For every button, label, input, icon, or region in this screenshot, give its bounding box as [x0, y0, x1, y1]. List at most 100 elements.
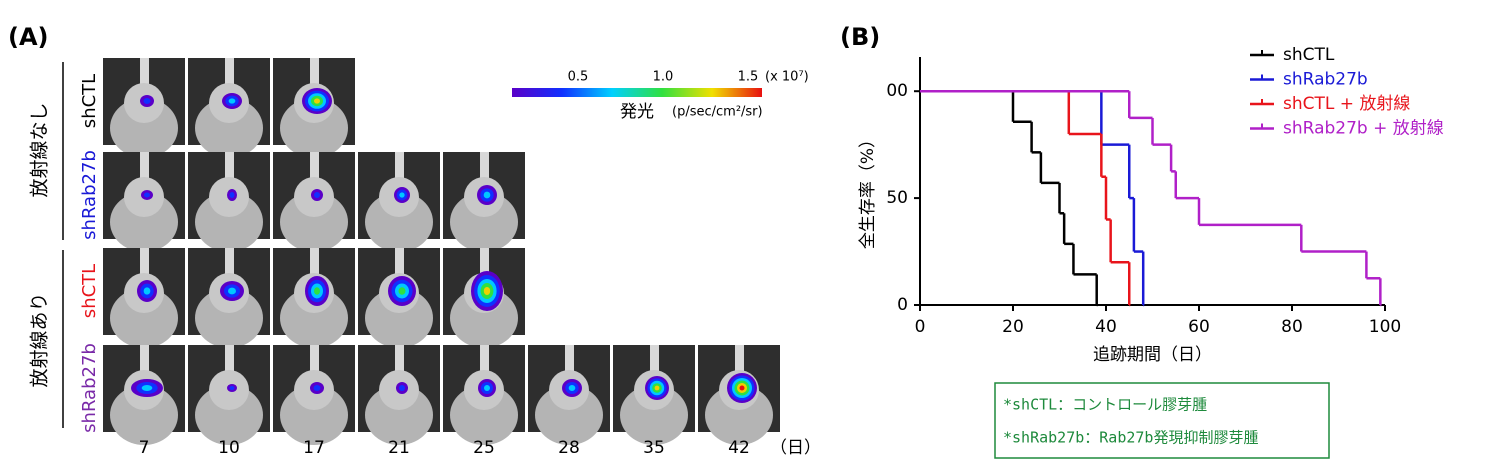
- colorbar-scale: (x 10⁷): [765, 70, 809, 85]
- ear-bar: [310, 248, 319, 276]
- colorbar-tick: 0.5: [568, 70, 589, 85]
- signal: [398, 287, 406, 295]
- signal: [314, 287, 320, 295]
- colorbar: [512, 88, 762, 97]
- ear-bar: [395, 345, 404, 373]
- y-tick-label: 00: [886, 81, 908, 101]
- mouse-image: [358, 248, 440, 348]
- mouse-image: [528, 345, 610, 445]
- signal: [141, 385, 153, 391]
- row-label: shCTL: [79, 74, 100, 128]
- y-tick-label: 0: [897, 295, 908, 315]
- signal: [229, 386, 235, 390]
- ear-bar: [225, 345, 234, 373]
- signal: [313, 385, 321, 391]
- day-label: 7: [139, 438, 150, 458]
- colorbar-title: 発光: [620, 102, 654, 122]
- day-label: 21: [388, 438, 410, 458]
- legend-label: shRab27b + 放射線: [1283, 119, 1444, 139]
- y-tick-label: 50: [886, 188, 908, 208]
- signal: [314, 98, 320, 104]
- mouse-image: [273, 152, 355, 252]
- mouse-image: [443, 152, 525, 252]
- mouse-image: [613, 345, 695, 445]
- signal: [143, 98, 151, 104]
- signal: [229, 192, 235, 198]
- mouse-image: [188, 248, 270, 348]
- ear-bar: [225, 248, 234, 276]
- legend-label: shCTL: [1283, 45, 1335, 65]
- ear-bar: [225, 58, 234, 86]
- panel-label: (A): [8, 23, 49, 51]
- day-label: 42: [728, 438, 750, 458]
- row-label: shRab27b: [79, 343, 100, 433]
- y-axis-label: 全生存率（%）: [858, 131, 878, 249]
- ear-bar: [480, 152, 489, 180]
- ear-bar: [735, 345, 744, 373]
- ear-bar: [480, 345, 489, 373]
- x-tick-label: 0: [915, 317, 926, 337]
- x-axis-label: 追跡期間（日）: [1093, 345, 1212, 365]
- mouse-image: [698, 345, 780, 445]
- row-label: shCTL: [79, 264, 100, 318]
- note-box: [994, 382, 1330, 459]
- mouse-image: [443, 248, 525, 348]
- colorbar-tick: 1.0: [653, 70, 674, 85]
- ear-bar: [140, 248, 149, 276]
- mouse-image: [103, 58, 185, 158]
- signal: [483, 191, 491, 199]
- signal: [144, 192, 150, 198]
- ear-bar: [395, 152, 404, 180]
- colorbar-tick: 1.5: [738, 70, 759, 85]
- day-label: 28: [558, 438, 580, 458]
- signal: [568, 385, 576, 391]
- mouse-image: [273, 58, 355, 158]
- ear-bar: [395, 248, 404, 276]
- day-label: 35: [643, 438, 665, 458]
- x-tick-label: 60: [1188, 317, 1210, 337]
- ear-bar: [140, 152, 149, 180]
- ear-bar: [650, 345, 659, 373]
- signal: [228, 287, 236, 295]
- group-label: 放射線あり: [29, 292, 51, 387]
- colorbar-unit: (p/sec/cm²/sr): [672, 105, 763, 120]
- signal: [399, 385, 405, 391]
- ear-bar: [310, 345, 319, 373]
- mouse-image: [443, 345, 525, 445]
- day-label: 17: [303, 438, 325, 458]
- x-tick-label: 100: [1369, 317, 1401, 337]
- ear-bar: [140, 58, 149, 86]
- signal: [399, 192, 405, 198]
- x-tick-label: 80: [1281, 317, 1303, 337]
- ear-bar: [565, 345, 574, 373]
- signal: [654, 385, 660, 391]
- row-label: shRab27b: [79, 150, 100, 240]
- mouse-image: [188, 345, 270, 445]
- mouse-image: [273, 345, 355, 445]
- ear-bar: [310, 58, 319, 86]
- mouse-image: [103, 345, 185, 445]
- day-label: 10: [218, 438, 240, 458]
- mouse-image: [273, 248, 355, 348]
- ear-bar: [140, 345, 149, 373]
- mouse-image: [188, 58, 270, 158]
- panel-label: (B): [840, 23, 880, 51]
- mouse-image: [358, 152, 440, 252]
- x-tick-label: 40: [1095, 317, 1117, 337]
- mouse-image: [358, 345, 440, 445]
- signal: [484, 385, 490, 391]
- signal: [228, 98, 236, 104]
- mouse-image: [103, 248, 185, 348]
- day-unit: （日）: [770, 438, 821, 458]
- day-label: 25: [473, 438, 495, 458]
- signal: [143, 287, 151, 295]
- signal: [739, 385, 745, 391]
- ear-bar: [480, 248, 489, 276]
- note-line: *shRab27b：Rab27b発現抑制膠芽腫: [1003, 429, 1258, 447]
- legend-label: shRab27b: [1283, 70, 1368, 90]
- x-tick-label: 20: [1002, 317, 1024, 337]
- signal: [314, 192, 320, 198]
- group-label: 放射線なし: [29, 102, 51, 197]
- signal: [483, 287, 491, 295]
